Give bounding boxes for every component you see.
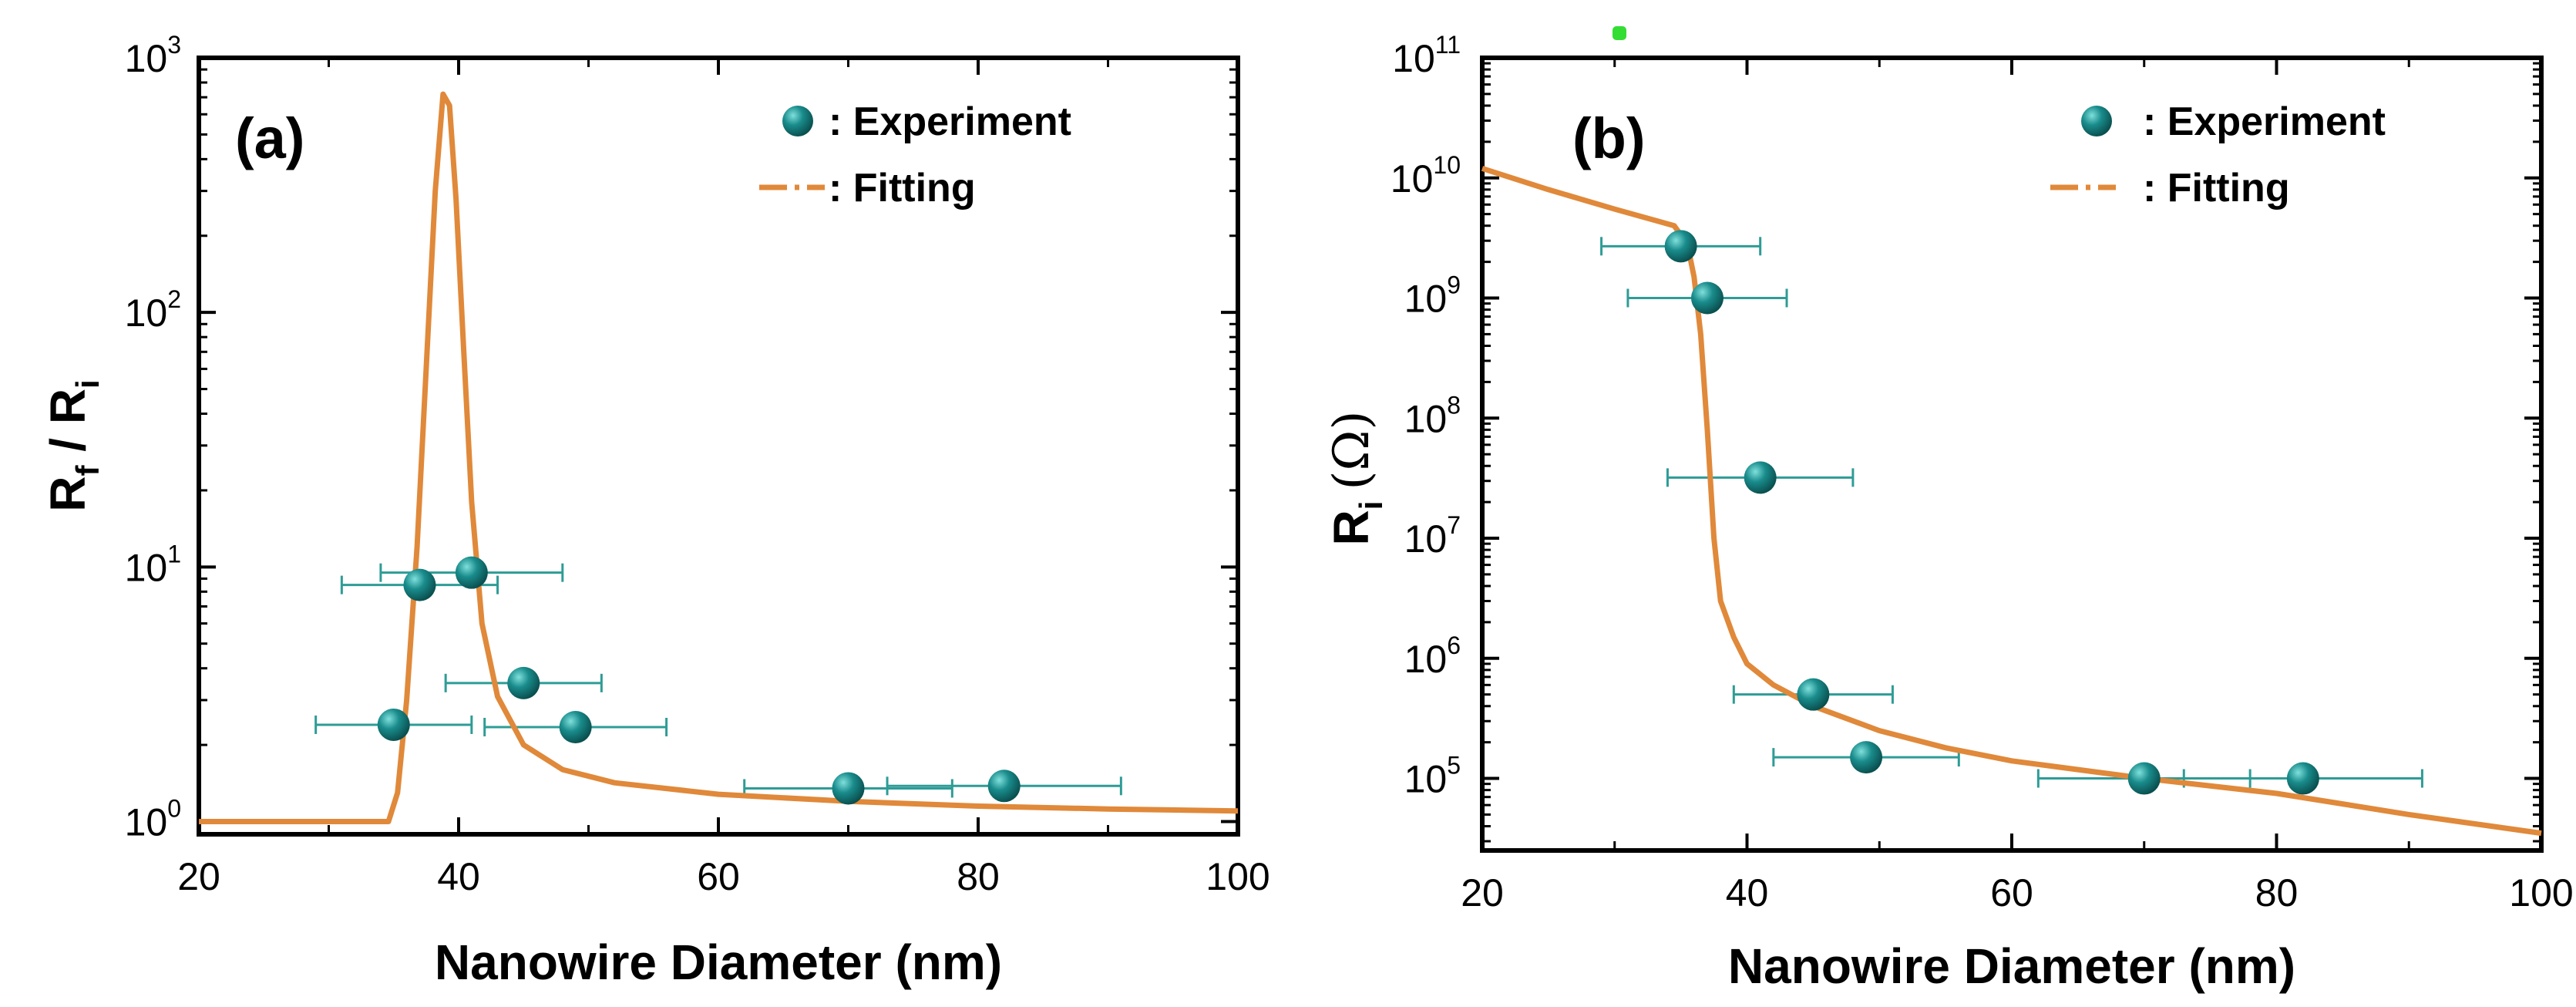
y-ticks: 105 106 107 108 109 1010 1011 [1391,31,2541,843]
y-axis-title: Ri(Ω) [1323,411,1389,546]
panel-label: (b) [1572,106,1646,170]
experiment-point [1850,741,1883,774]
legend: : Experiment : Fitting [759,99,1071,210]
x-tick-label: 20 [177,855,220,898]
x-tick-label: 100 [1206,855,1270,898]
y-tick-label: 100 [125,794,181,844]
x-tick-label: 40 [1726,871,1769,914]
fitting-curve [1481,166,2542,837]
experiment-point [377,708,410,741]
y-tick-label: 106 [1404,631,1461,681]
green-marker [1613,26,1626,40]
experiment-point [2286,762,2319,795]
x-tick-label: 60 [1990,871,2033,914]
experiment-point [832,772,865,805]
experiment-points [377,556,1021,805]
experiment-point [403,568,436,601]
plot-frame [197,56,1240,837]
legend-experiment-marker [782,106,813,136]
experiment-point [559,710,592,743]
y-tick-label: 1010 [1391,151,1461,200]
error-bars [1600,237,2423,788]
y-axis-title: Rf / Ri [40,379,106,511]
x-tick-label: 40 [437,855,480,898]
x-ticks: 20 40 60 80 100 [177,58,1270,898]
experiment-point [2127,762,2161,795]
legend-fitting-label: : Fitting [829,166,976,210]
y-tick-label: 102 [125,285,181,335]
x-axis-title: Nanowire Diameter (nm) [435,935,1002,990]
y-ticks: 100 101 102 103 [125,31,1238,844]
experiment-point [507,666,540,699]
legend-experiment-label: : Experiment [829,99,1071,144]
experiment-point [1797,678,1830,711]
legend-experiment-label: : Experiment [2143,99,2386,144]
y-tick-label: 101 [125,540,181,589]
y-tick-label: 108 [1404,391,1461,440]
x-tick-label: 80 [957,855,1000,898]
y-tick-label: 109 [1404,271,1461,321]
x-ticks: 20 40 60 80 100 [1461,58,2574,914]
y-tick-label: 103 [125,31,181,80]
experiment-point [1664,230,1697,263]
experiment-point [1690,281,1723,315]
y-tick-label: 1011 [1392,31,1461,80]
error-bars [314,563,1122,798]
panel-a: 100 101 102 103 20 40 60 80 100 (a) : Experimen… [40,31,1270,990]
y-tick-label: 107 [1404,511,1461,561]
experiment-point [987,770,1021,803]
x-tick-label: 80 [2255,871,2299,914]
experiment-points [1664,230,2319,795]
panel-label: (a) [235,106,304,170]
x-tick-label: 100 [2509,871,2573,914]
legend-experiment-marker [2081,106,2112,136]
x-tick-label: 60 [697,855,740,898]
y-tick-label: 105 [1404,752,1461,801]
legend: : Experiment : Fitting [2050,99,2386,210]
legend-fitting-label: : Fitting [2143,166,2290,210]
x-tick-label: 20 [1461,871,1504,914]
experiment-point [1744,461,1777,494]
x-axis-title: Nanowire Diameter (nm) [1728,938,2295,994]
experiment-point [455,556,488,589]
fitting-curve [199,91,1239,824]
plot-frame [1480,56,2544,853]
